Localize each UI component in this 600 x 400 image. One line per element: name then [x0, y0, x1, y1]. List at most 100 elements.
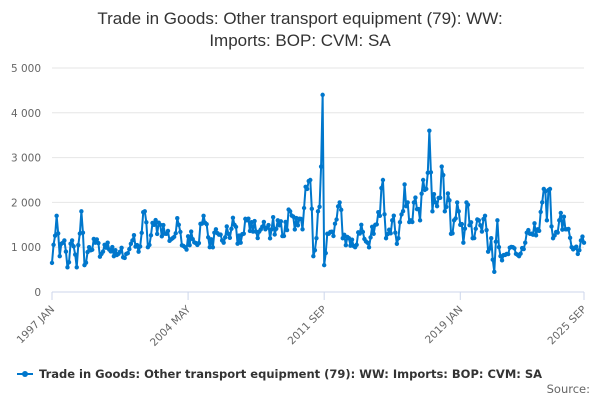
data-point[interactable]	[402, 182, 407, 187]
data-point[interactable]	[295, 223, 301, 228]
data-point[interactable]	[176, 222, 182, 227]
data-point[interactable]	[419, 191, 424, 196]
data-point[interactable]	[396, 236, 401, 241]
data-point[interactable]	[159, 234, 164, 239]
data-point[interactable]	[566, 226, 571, 232]
data-point[interactable]	[308, 177, 313, 183]
data-point[interactable]	[447, 198, 452, 203]
data-point[interactable]	[298, 216, 304, 222]
data-point[interactable]	[100, 249, 106, 254]
data-point[interactable]	[105, 240, 110, 245]
data-point[interactable]	[410, 219, 415, 225]
data-point[interactable]	[368, 235, 373, 240]
data-point[interactable]	[241, 231, 246, 236]
data-point[interactable]	[331, 233, 336, 239]
data-point[interactable]	[450, 231, 455, 236]
data-point[interactable]	[311, 253, 316, 259]
data-point[interactable]	[154, 231, 160, 237]
data-point[interactable]	[255, 235, 260, 241]
data-point[interactable]	[188, 229, 194, 234]
data-point[interactable]	[334, 217, 339, 222]
data-point[interactable]	[185, 234, 191, 239]
data-point[interactable]	[250, 229, 256, 234]
data-point[interactable]	[376, 209, 381, 215]
data-point[interactable]	[484, 227, 489, 233]
data-point[interactable]	[261, 219, 267, 225]
data-point[interactable]	[430, 209, 435, 214]
data-point[interactable]	[144, 220, 149, 225]
data-point[interactable]	[445, 191, 451, 196]
data-point[interactable]	[65, 265, 70, 270]
data-point[interactable]	[80, 230, 86, 235]
data-point[interactable]	[433, 200, 438, 205]
data-point[interactable]	[108, 249, 113, 254]
data-point[interactable]	[533, 233, 539, 238]
data-point[interactable]	[204, 221, 209, 227]
data-point[interactable]	[374, 222, 379, 227]
data-point[interactable]	[439, 164, 444, 169]
data-point[interactable]	[161, 222, 166, 228]
data-point[interactable]	[454, 200, 460, 205]
data-point[interactable]	[397, 220, 403, 225]
data-point[interactable]	[473, 226, 478, 231]
data-point[interactable]	[456, 209, 461, 214]
data-point[interactable]	[173, 231, 178, 236]
data-point[interactable]	[578, 238, 584, 243]
data-point[interactable]	[476, 218, 482, 223]
data-point[interactable]	[320, 92, 325, 98]
data-point[interactable]	[577, 248, 582, 253]
data-point[interactable]	[269, 227, 274, 232]
data-point[interactable]	[411, 200, 417, 205]
data-point[interactable]	[151, 222, 157, 227]
data-point[interactable]	[544, 218, 550, 223]
data-point[interactable]	[62, 238, 67, 243]
data-point[interactable]	[171, 234, 177, 240]
data-point[interactable]	[339, 207, 344, 213]
data-point[interactable]	[365, 240, 370, 245]
data-point[interactable]	[270, 214, 276, 220]
data-point[interactable]	[246, 216, 251, 221]
data-point[interactable]	[349, 237, 355, 242]
data-point[interactable]	[366, 245, 372, 250]
data-point[interactable]	[315, 209, 321, 214]
data-point[interactable]	[127, 246, 132, 252]
data-point[interactable]	[283, 219, 288, 225]
data-point[interactable]	[561, 214, 567, 219]
data-point[interactable]	[223, 235, 228, 240]
data-point[interactable]	[394, 241, 400, 246]
data-point[interactable]	[329, 229, 335, 234]
data-point[interactable]	[532, 221, 537, 226]
data-point[interactable]	[335, 204, 341, 209]
data-point[interactable]	[521, 246, 526, 252]
data-point[interactable]	[55, 231, 61, 236]
data-point[interactable]	[342, 232, 347, 238]
data-point[interactable]	[506, 251, 511, 257]
data-point[interactable]	[420, 177, 426, 183]
data-point[interactable]	[54, 213, 59, 219]
data-point[interactable]	[558, 210, 563, 216]
data-point[interactable]	[90, 247, 95, 252]
data-point[interactable]	[272, 232, 277, 237]
data-point[interactable]	[461, 240, 466, 245]
data-point[interactable]	[428, 170, 434, 175]
data-point[interactable]	[489, 236, 494, 241]
data-point[interactable]	[377, 213, 383, 219]
data-point[interactable]	[557, 218, 562, 223]
data-point[interactable]	[383, 236, 389, 241]
data-point[interactable]	[218, 232, 223, 237]
data-point[interactable]	[317, 204, 322, 209]
data-point[interactable]	[399, 212, 404, 217]
data-point[interactable]	[304, 186, 310, 192]
data-point[interactable]	[110, 244, 115, 250]
data-point[interactable]	[478, 223, 483, 228]
data-point[interactable]	[416, 206, 421, 212]
data-point[interactable]	[207, 245, 212, 250]
data-point[interactable]	[323, 250, 328, 256]
data-point[interactable]	[575, 251, 581, 257]
data-point[interactable]	[221, 240, 226, 245]
data-point[interactable]	[567, 235, 573, 241]
data-point[interactable]	[459, 221, 465, 227]
data-point[interactable]	[131, 233, 137, 238]
data-point[interactable]	[536, 228, 542, 234]
legend[interactable]: Trade in Goods: Other transport equipmen…	[17, 367, 542, 381]
